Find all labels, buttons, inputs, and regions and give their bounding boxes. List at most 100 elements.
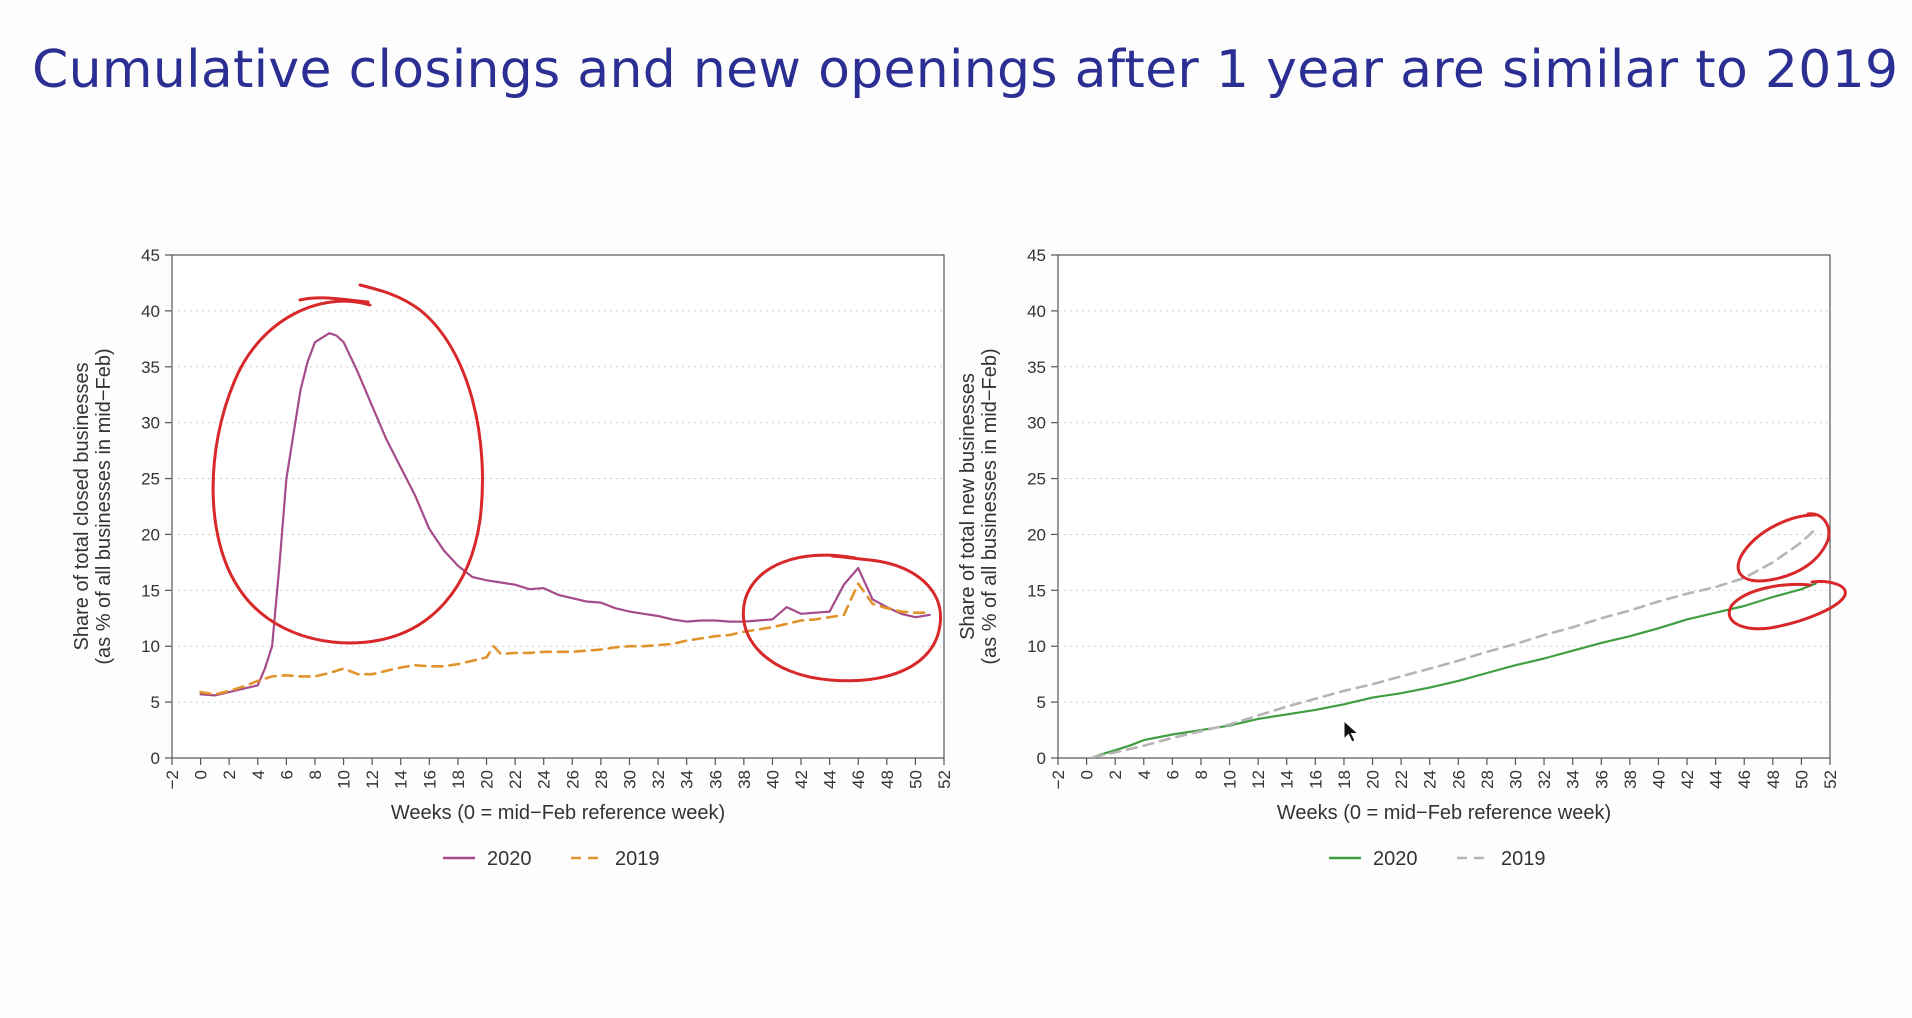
- x-tick-label: 12: [363, 770, 382, 789]
- x-tick-label: 14: [392, 770, 411, 789]
- series-line-2020: [199, 332, 931, 697]
- plot-area: [171, 254, 945, 759]
- y-tick-label: 40: [1027, 302, 1046, 321]
- annotation-circle-2020-right: [1727, 580, 1847, 631]
- x-tick-label: 38: [735, 770, 754, 789]
- x-tick-label: 6: [277, 770, 296, 779]
- x-tick-label: 20: [1364, 770, 1383, 789]
- x-tick-label: 46: [849, 770, 868, 789]
- x-tick-label: 2: [1106, 770, 1125, 779]
- annotation-stroke-top: [298, 296, 370, 304]
- x-tick-label: 4: [249, 770, 268, 779]
- plot-area: [1057, 254, 1831, 759]
- y-axis-label: Share of total closed businesses: [71, 363, 93, 651]
- legend-label: 2020: [1373, 848, 1418, 870]
- legend-label: 2019: [1501, 848, 1546, 870]
- x-tick-label: 40: [763, 770, 782, 789]
- x-tick-label: 38: [1621, 770, 1640, 789]
- annotation-circle-2019-right: [1736, 512, 1831, 583]
- y-tick-label: 20: [141, 525, 160, 544]
- x-tick-label: 50: [906, 770, 925, 789]
- x-tick-label: 34: [678, 770, 697, 789]
- x-tick-label: 26: [563, 770, 582, 789]
- x-tick-label: 6: [1163, 770, 1182, 779]
- x-tick-label: 0: [1078, 770, 1097, 779]
- y-tick-label: 30: [1027, 414, 1046, 433]
- y-tick-label: 20: [1027, 525, 1046, 544]
- y-tick-label: 15: [1027, 581, 1046, 600]
- x-tick-label: 22: [1392, 770, 1411, 789]
- x-tick-label: 40: [1649, 770, 1668, 789]
- x-tick-label: 36: [706, 770, 725, 789]
- x-tick-label: 32: [649, 770, 668, 789]
- x-tick-label: 24: [535, 770, 554, 789]
- y-tick-label: 30: [141, 414, 160, 433]
- x-tick-label: 52: [935, 770, 954, 789]
- x-tick-label: −2: [1049, 770, 1068, 789]
- y-tick-label: 35: [141, 358, 160, 377]
- series-line-2019: [199, 582, 932, 696]
- y-tick-label: 45: [1027, 246, 1046, 265]
- x-tick-label: 36: [1592, 770, 1611, 789]
- x-tick-label: 46: [1735, 770, 1754, 789]
- x-tick-label: 16: [1306, 770, 1325, 789]
- x-tick-label: 44: [1707, 770, 1726, 789]
- x-tick-label: 30: [1506, 770, 1525, 789]
- y-axis-label: Share of total new businesses: [957, 373, 979, 640]
- y-tick-label: 0: [1037, 749, 1046, 768]
- x-tick-label: 20: [478, 770, 497, 789]
- x-tick-label: 14: [1278, 770, 1297, 789]
- legend-label: 2019: [615, 848, 660, 870]
- x-tick-label: −2: [163, 770, 182, 789]
- annotation-circle-end-left: [741, 553, 943, 683]
- y-tick-label: 25: [141, 470, 160, 489]
- y-tick-label: 5: [1037, 693, 1046, 712]
- y-tick-label: 40: [141, 302, 160, 321]
- x-tick-label: 24: [1421, 770, 1440, 789]
- x-axis-label: Weeks (0 = mid−Feb reference week): [391, 802, 725, 824]
- series-line-2020: [1092, 582, 1817, 759]
- x-tick-label: 42: [792, 770, 811, 789]
- x-tick-label: 52: [1821, 770, 1840, 789]
- x-tick-label: 48: [878, 770, 897, 789]
- x-tick-label: 42: [1678, 770, 1697, 789]
- x-tick-label: 28: [1478, 770, 1497, 789]
- y-tick-label: 25: [1027, 470, 1046, 489]
- x-axis-label: Weeks (0 = mid−Feb reference week): [1277, 802, 1611, 824]
- x-tick-label: 48: [1764, 770, 1783, 789]
- x-tick-label: 0: [192, 770, 211, 779]
- x-tick-label: 18: [1335, 770, 1354, 789]
- x-tick-label: 30: [620, 770, 639, 789]
- legend-label: 2020: [487, 848, 532, 870]
- y-tick-label: 5: [151, 693, 160, 712]
- x-tick-label: 10: [1221, 770, 1240, 789]
- x-tick-label: 28: [592, 770, 611, 789]
- x-tick-label: 18: [449, 770, 468, 789]
- x-tick-label: 16: [420, 770, 439, 789]
- annotation-circle-peak: [211, 283, 484, 645]
- x-tick-label: 10: [335, 770, 354, 789]
- x-tick-label: 12: [1249, 770, 1268, 789]
- y-axis-label: (as % of all businesses in mid−Feb): [93, 348, 115, 664]
- x-tick-label: 34: [1564, 770, 1583, 789]
- series-line-2019: [1092, 527, 1817, 759]
- x-tick-label: 8: [1192, 770, 1211, 779]
- slide-title: Cumulative closings and new openings aft…: [32, 40, 1899, 100]
- x-tick-label: 26: [1449, 770, 1468, 789]
- x-tick-label: 44: [821, 770, 840, 789]
- y-tick-label: 0: [151, 749, 160, 768]
- y-tick-label: 35: [1027, 358, 1046, 377]
- x-tick-label: 22: [506, 770, 525, 789]
- y-tick-label: 10: [1027, 637, 1046, 656]
- x-tick-label: 50: [1792, 770, 1811, 789]
- x-tick-label: 32: [1535, 770, 1554, 789]
- x-tick-label: 4: [1135, 770, 1154, 779]
- y-tick-label: 10: [141, 637, 160, 656]
- y-axis-label: (as % of all businesses in mid−Feb): [979, 348, 1001, 664]
- x-tick-label: 8: [306, 770, 325, 779]
- y-tick-label: 45: [141, 246, 160, 265]
- mouse-cursor-icon: [1343, 720, 1360, 743]
